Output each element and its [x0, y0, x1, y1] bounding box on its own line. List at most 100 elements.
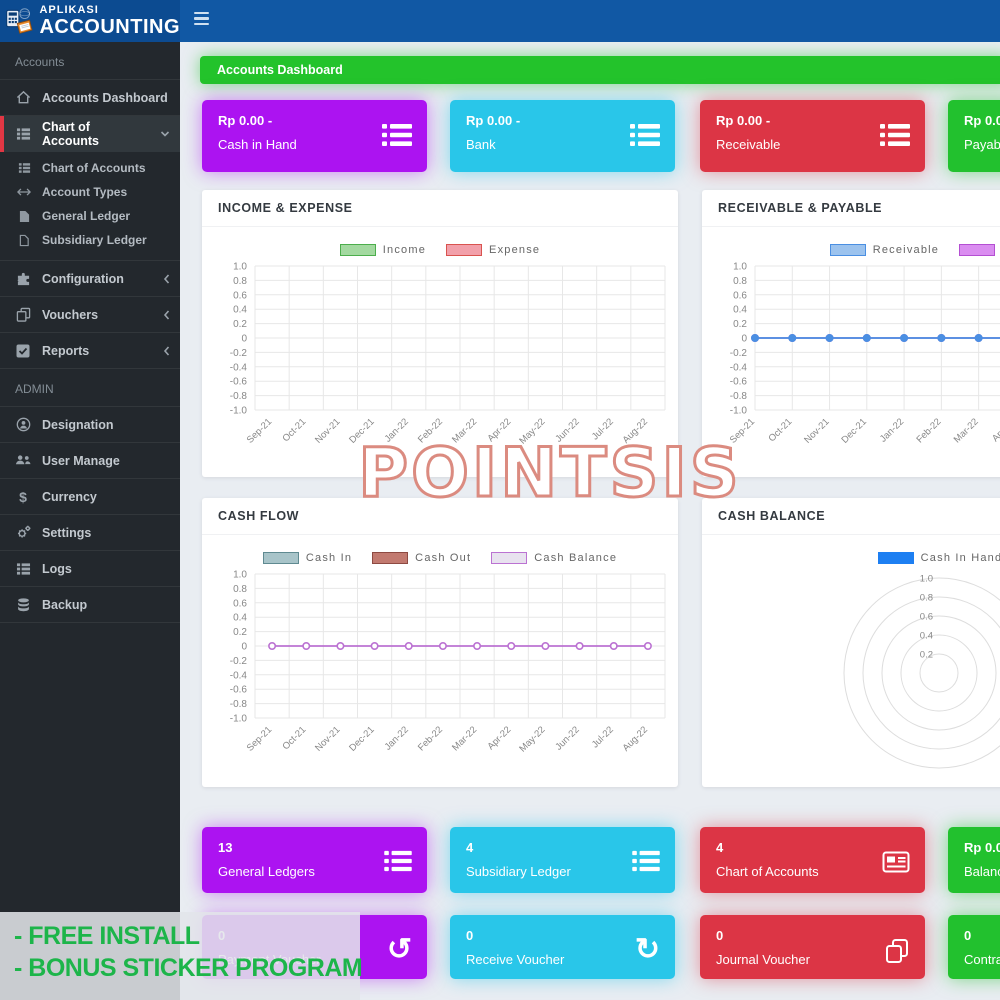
svg-text:Jun-22: Jun-22	[553, 416, 581, 444]
legend-item[interactable]: Cash Out	[372, 552, 471, 564]
svg-text:0.2: 0.2	[920, 650, 933, 661]
svg-text:Aug-22: Aug-22	[621, 724, 650, 753]
sidebar-admin-label: ADMIN	[0, 369, 180, 407]
svg-text:0.8: 0.8	[233, 584, 247, 595]
stat-value: Rp 0.00 -	[964, 113, 1000, 128]
legend-item[interactable]: Expense	[446, 244, 540, 256]
stat-card-payable[interactable]: Rp 0.00 - Payable	[948, 100, 1000, 172]
legend-item[interactable]: Payable	[959, 244, 1000, 256]
sidebar-item-user-manage[interactable]: User Manage	[0, 443, 180, 479]
stat-card-contra-voucher[interactable]: 0 Contra Voucher	[948, 915, 1000, 979]
svg-text:Dec-21: Dec-21	[347, 416, 376, 445]
sidebar-subitem-chart-of-accounts[interactable]: Chart of Accounts	[0, 156, 180, 180]
svg-text:-0.4: -0.4	[230, 670, 248, 681]
menu-toggle-icon[interactable]	[194, 12, 212, 28]
svg-text:0.4: 0.4	[233, 305, 247, 316]
svg-text:-0.8: -0.8	[730, 391, 748, 402]
panel-cash-balance: CASH BALANCE Cash In Hand 0.2 0.4 0.6 0.8 1.0	[702, 498, 1000, 787]
svg-text:0.4: 0.4	[233, 613, 247, 624]
promo-line-2: - BONUS STICKER PROGRAM	[14, 954, 363, 982]
file-outline-icon	[17, 234, 31, 247]
legend-item[interactable]: Receivable	[829, 244, 939, 256]
stat-card-receivable[interactable]: Rp 0.00 - Receivable	[700, 100, 925, 172]
sidebar-item-currency[interactable]: $ Currency	[0, 479, 180, 515]
legend-label: Income	[382, 244, 427, 256]
file-solid-icon	[17, 210, 31, 223]
legend-item[interactable]: Income	[339, 244, 427, 256]
list-icon	[15, 127, 31, 141]
svg-text:Mar-22: Mar-22	[450, 724, 479, 753]
check-square-icon	[15, 344, 31, 358]
svg-text:-0.4: -0.4	[730, 362, 748, 373]
app-logo[interactable]: APLIKASI ACCOUNTING	[0, 0, 180, 42]
stat-label: Payable	[964, 137, 1000, 152]
user-circle-icon	[15, 417, 31, 432]
panel-income-expense: INCOME & EXPENSE Income Expense 1.0 0.8 0.6 0…	[202, 190, 678, 477]
gears-icon	[15, 525, 31, 540]
stat-label: Subsidiary Ledger	[466, 864, 571, 879]
panel-title: RECEIVABLE & PAYABLE	[718, 201, 883, 215]
stat-card-journal-voucher[interactable]: 0 Journal Voucher	[700, 915, 925, 979]
svg-text:Apr-22: Apr-22	[990, 416, 1000, 444]
sidebar-subitem-account-types[interactable]: Account Types	[0, 180, 180, 204]
sidebar-item-settings[interactable]: Settings	[0, 515, 180, 551]
svg-text:0.6: 0.6	[733, 290, 747, 301]
sidebar-item-designation[interactable]: Designation	[0, 407, 180, 443]
sidebar-item-logs[interactable]: Logs	[0, 551, 180, 587]
legend-item[interactable]: Cash In	[262, 552, 353, 564]
svg-text:0.8: 0.8	[233, 276, 247, 287]
svg-text:Sep-21: Sep-21	[728, 416, 757, 445]
list-icon	[17, 162, 31, 174]
stat-value: 4	[466, 840, 474, 855]
svg-text:Jul-22: Jul-22	[590, 416, 616, 442]
stat-value: 4	[716, 840, 724, 855]
svg-text:Feb-22: Feb-22	[416, 724, 445, 753]
stat-card-balance[interactable]: Rp 0.00 Balance	[948, 827, 1000, 893]
legend-label: Cash In Hand	[920, 552, 1000, 564]
svg-text:Apr-22: Apr-22	[485, 416, 513, 444]
svg-text:Jan-22: Jan-22	[383, 724, 411, 752]
svg-text:May-22: May-22	[517, 724, 547, 754]
stat-card-bank[interactable]: Rp 0.00 - Bank	[450, 100, 675, 172]
svg-text:Mar-22: Mar-22	[952, 416, 981, 445]
legend-swatch	[829, 244, 866, 256]
svg-text:Nov-21: Nov-21	[802, 416, 831, 445]
legend-item[interactable]: Cash Balance	[491, 552, 617, 564]
sidebar-item-backup[interactable]: Backup	[0, 587, 180, 623]
svg-text:0: 0	[241, 334, 247, 345]
sidebar-item-label: User Manage	[42, 453, 120, 468]
svg-text:0.2: 0.2	[233, 319, 247, 330]
sidebar-subitem-subsidiary-ledger[interactable]: Subsidiary Ledger	[0, 228, 180, 252]
stat-label: Receive Voucher	[466, 952, 565, 967]
svg-text:Dec-21: Dec-21	[347, 724, 376, 753]
legend-label: Cash Out	[415, 552, 472, 564]
sidebar-item-reports[interactable]: Reports	[0, 333, 180, 369]
stat-card-chart-of-accounts[interactable]: 4 Chart of Accounts	[700, 827, 925, 893]
svg-text:1.0: 1.0	[733, 262, 747, 273]
stat-value: 0	[964, 928, 972, 943]
stat-label: General Ledgers	[218, 864, 315, 879]
sidebar-item-label: Configuration	[42, 271, 124, 286]
legend-item[interactable]: Cash In Hand	[877, 552, 1000, 564]
stat-card-subsidiary-ledger[interactable]: 4 Subsidiary Ledger	[450, 827, 675, 893]
stat-value: 0	[466, 928, 474, 943]
sidebar-item-vouchers[interactable]: Vouchers	[0, 297, 180, 333]
copy-icon	[884, 938, 910, 969]
stat-card-general-ledgers[interactable]: 13 General Ledgers	[202, 827, 427, 893]
panel-receivable-payable: RECEIVABLE & PAYABLE Receivable Payable 1.…	[702, 190, 1000, 477]
svg-text:0.6: 0.6	[920, 612, 933, 623]
stat-value: Rp 0.00	[964, 840, 1000, 855]
stat-card-cash-in-hand[interactable]: Rp 0.00 - Cash in Hand	[202, 100, 427, 172]
sidebar-item-chart-of-accounts[interactable]: Chart of Accounts	[0, 116, 180, 152]
legend-label: Cash In	[305, 552, 353, 564]
sidebar-item-label: Subsidiary Ledger	[42, 233, 147, 247]
list-icon	[384, 850, 412, 877]
stat-card-receive-voucher[interactable]: 0 Receive Voucher ↻	[450, 915, 675, 979]
sidebar-item-accounts-dashboard[interactable]: Accounts Dashboard	[0, 80, 180, 116]
sidebar-subitem-general-ledger[interactable]: General Ledger	[0, 204, 180, 228]
svg-text:-0.6: -0.6	[230, 377, 248, 388]
sidebar-item-label: Chart of Accounts	[42, 161, 146, 175]
panel-title: CASH FLOW	[218, 509, 300, 523]
sidebar-item-configuration[interactable]: Configuration	[0, 261, 180, 297]
svg-text:Aug-22: Aug-22	[621, 416, 650, 445]
